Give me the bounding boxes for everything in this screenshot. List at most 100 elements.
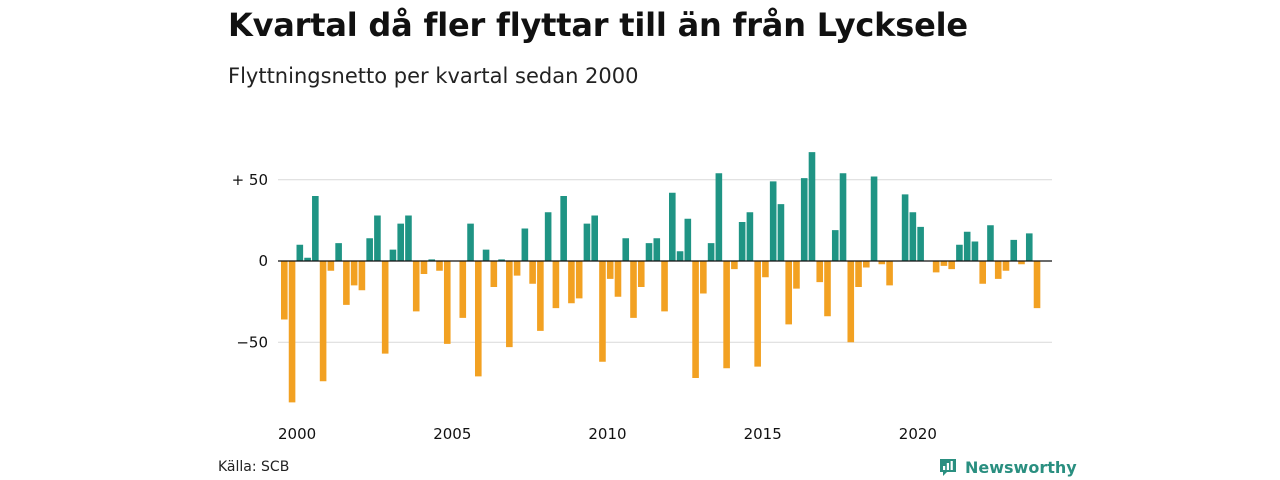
bar	[482, 249, 490, 262]
bar	[940, 261, 948, 266]
bar	[381, 261, 389, 354]
bar	[754, 261, 761, 367]
bar	[700, 261, 707, 294]
bar	[1002, 261, 1010, 271]
bar	[886, 261, 893, 286]
bar	[405, 215, 412, 261]
x-tick-label: 2010	[588, 425, 626, 443]
bar	[475, 261, 482, 377]
bar	[870, 176, 878, 261]
bar	[994, 261, 1002, 279]
bar	[560, 196, 567, 261]
y-tick-labels: + 50 0 −50	[232, 171, 268, 352]
bar	[335, 243, 342, 262]
bar	[878, 261, 886, 265]
bar	[676, 251, 684, 261]
bar	[637, 261, 645, 287]
bar	[684, 218, 692, 261]
bar	[389, 249, 397, 262]
bar	[575, 261, 583, 299]
bar	[521, 228, 529, 261]
bar	[808, 152, 816, 262]
bar	[816, 261, 824, 283]
bar	[459, 261, 467, 318]
bar	[707, 243, 715, 262]
bar	[793, 261, 800, 289]
bar	[1010, 239, 1018, 262]
x-tick-labels: 2000 2005 2010 2015 2020	[278, 425, 937, 443]
bar	[614, 261, 622, 297]
bar	[319, 261, 327, 382]
bar	[839, 173, 847, 261]
bar	[762, 261, 769, 278]
bar	[777, 204, 785, 262]
bar	[358, 261, 366, 291]
bar	[800, 178, 808, 262]
newsworthy-logo-icon	[940, 459, 956, 476]
bar	[987, 225, 994, 261]
chart-subtitle: Flyttningsnetto per kvartal sedan 2000	[228, 64, 639, 88]
bar	[863, 261, 870, 268]
bar	[738, 222, 746, 261]
bar	[599, 261, 606, 362]
bar	[568, 261, 575, 304]
bar	[591, 215, 598, 261]
bar	[281, 261, 288, 320]
source-note: Källa: SCB	[218, 459, 290, 475]
bar	[769, 181, 777, 262]
bar	[428, 259, 436, 262]
bar	[909, 212, 917, 261]
bar	[1033, 261, 1041, 309]
bar	[1018, 261, 1025, 265]
gridlines	[278, 179, 1052, 343]
bar	[971, 241, 979, 261]
bar	[537, 261, 544, 331]
bar	[467, 223, 474, 262]
bar	[506, 261, 513, 348]
bar	[436, 261, 443, 271]
bar	[901, 194, 909, 262]
bar	[715, 173, 723, 261]
bar	[956, 244, 963, 261]
bar	[661, 261, 668, 312]
bar	[490, 261, 498, 287]
bar	[374, 215, 381, 261]
bar	[948, 261, 955, 270]
bar	[847, 261, 855, 343]
bar	[443, 261, 451, 344]
bar	[513, 261, 521, 276]
bar	[312, 196, 319, 261]
bar	[529, 261, 536, 284]
bar	[1025, 233, 1033, 262]
bar	[692, 261, 699, 378]
bar	[412, 261, 420, 312]
bar	[746, 212, 754, 261]
x-tick-label: 2000	[278, 425, 316, 443]
x-tick-label: 2020	[899, 425, 937, 443]
bar	[327, 261, 335, 271]
bar	[583, 223, 591, 262]
bar	[296, 244, 304, 261]
bar	[932, 261, 940, 273]
bar	[824, 261, 831, 317]
bar	[723, 261, 730, 369]
x-tick-label: 2015	[744, 425, 782, 443]
bar	[366, 238, 373, 261]
bar	[630, 261, 637, 318]
bar	[645, 243, 653, 262]
bar	[653, 238, 661, 261]
bars	[281, 152, 1041, 403]
bar	[917, 226, 924, 262]
bar	[831, 230, 839, 262]
bar	[397, 223, 404, 262]
bar	[420, 261, 428, 274]
bar	[288, 261, 296, 403]
bar	[855, 261, 862, 287]
bar	[785, 261, 792, 325]
bar	[979, 261, 986, 284]
brand-logo: Newsworthy	[938, 457, 1077, 477]
bar	[552, 261, 560, 309]
y-tick-label: + 50	[232, 171, 268, 189]
brand-name: Newsworthy	[965, 457, 1077, 477]
